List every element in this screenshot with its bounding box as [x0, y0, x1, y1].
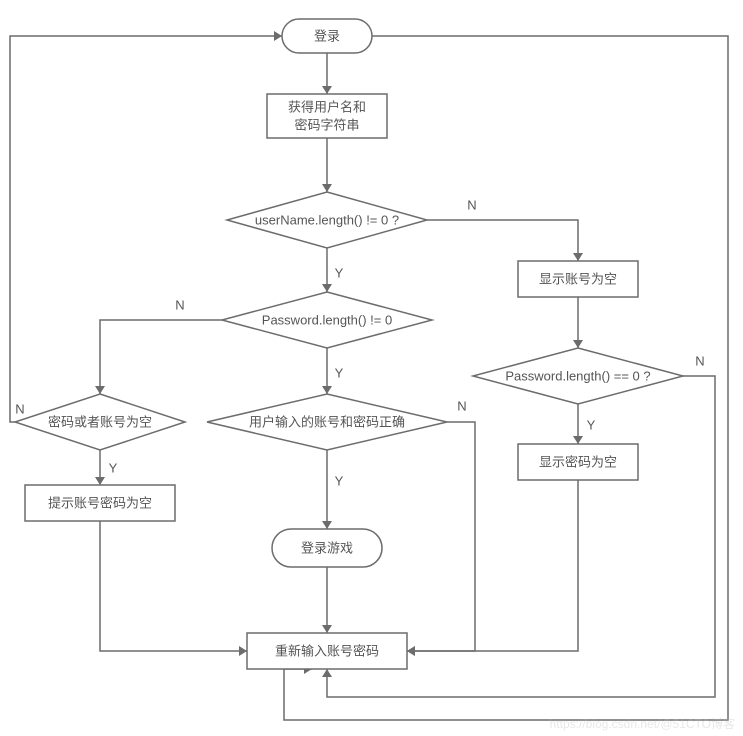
edge — [10, 36, 282, 422]
watermark-text: https://blog.csdn.net/@51CTO博客 — [550, 716, 735, 731]
arrowhead — [322, 284, 332, 292]
arrowhead — [322, 625, 332, 633]
node-start: 登录 — [282, 19, 372, 53]
arrowhead — [274, 31, 282, 41]
node-showacct: 显示账号为空 — [518, 261, 638, 297]
edge-label: N — [175, 297, 184, 312]
arrowhead — [322, 184, 332, 192]
arrowhead — [95, 477, 105, 485]
edge — [427, 220, 578, 261]
arrowhead — [239, 646, 247, 656]
arrowhead — [322, 669, 332, 677]
edge-label: Y — [335, 265, 344, 280]
node-label: 密码或者账号为空 — [48, 414, 152, 429]
node-label: 获得用户名和 — [288, 99, 366, 114]
node-label: userName.length() != 0 ? — [255, 212, 399, 227]
node-label: 重新输入账号密码 — [275, 643, 379, 658]
edge-label: N — [467, 197, 476, 212]
edge — [407, 422, 475, 651]
edge — [407, 480, 578, 651]
node-label: 登录 — [314, 28, 340, 43]
node-label: 登录游戏 — [301, 540, 353, 555]
arrowhead — [573, 253, 583, 261]
node-label: Password.length() == 0 ? — [505, 368, 650, 383]
edge — [100, 521, 247, 651]
nodes-layer: 登录获得用户名和密码字符串 userName.length() != 0 ? 显示账… — [15, 19, 683, 669]
node-correct: 用户输入的账号和密码正确 — [207, 394, 447, 450]
node-label: 显示密码为空 — [539, 454, 617, 469]
node-userlen: userName.length() != 0 ? — [227, 192, 427, 248]
node-showpwd: 显示密码为空 — [518, 444, 638, 480]
node-label: 密码字符串 — [294, 117, 359, 132]
node-getinput: 获得用户名和密码字符串 — [267, 94, 387, 138]
edge — [100, 320, 222, 394]
arrowhead — [95, 386, 105, 394]
node-pwdlen: Password.length() != 0 — [222, 292, 432, 348]
node-label: 用户输入的账号和密码正确 — [249, 414, 405, 429]
node-emptyacct: 密码或者账号为空 — [15, 394, 185, 450]
node-label: 显示账号为空 — [539, 271, 617, 286]
arrowhead — [322, 521, 332, 529]
edge-label: N — [15, 401, 24, 416]
node-label: Password.length() != 0 — [262, 312, 392, 327]
node-prompt: 提示账号密码为空 — [25, 485, 175, 521]
arrowhead — [573, 340, 583, 348]
arrowhead — [407, 646, 415, 656]
flowchart-diagram: Y N Y N Y N Y N Y N 登录获得用户名和密码字符串 userName.length()… — [0, 0, 743, 736]
node-label: 提示账号密码为空 — [48, 495, 152, 510]
edge-label: Y — [335, 473, 344, 488]
edge-label: Y — [587, 417, 596, 432]
edge-label: Y — [335, 365, 344, 380]
node-reenter: 重新输入账号密码 — [247, 633, 407, 669]
node-logingame: 登录游戏 — [272, 529, 382, 567]
arrowhead — [322, 386, 332, 394]
arrowhead — [322, 86, 332, 94]
arrowhead — [573, 436, 583, 444]
node-pwdeq0: Password.length() == 0 ? — [473, 348, 683, 404]
edge-label: N — [695, 353, 704, 368]
edge-label: N — [457, 398, 466, 413]
edge-label: Y — [109, 460, 118, 475]
